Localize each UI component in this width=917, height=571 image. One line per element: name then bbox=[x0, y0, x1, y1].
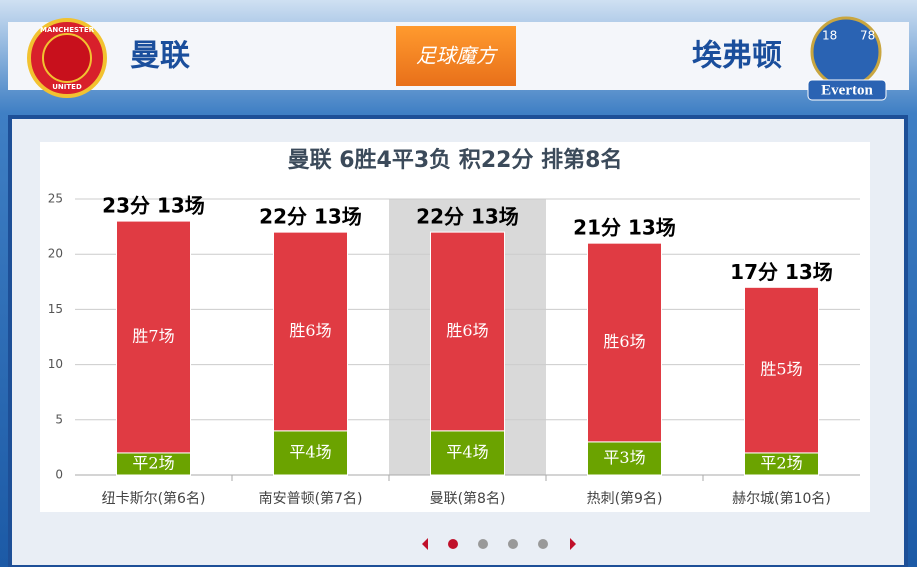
page-dot[interactable] bbox=[508, 539, 518, 549]
brand-logo bbox=[396, 26, 516, 86]
segment-label: 胜5场 bbox=[760, 360, 802, 379]
home-logo-text: MANCHESTER bbox=[40, 26, 95, 34]
total-label: 17分 13场 bbox=[730, 260, 833, 284]
segment-label: 胜6场 bbox=[446, 321, 488, 340]
total-label: 22分 13场 bbox=[416, 205, 519, 229]
segment-label: 平4场 bbox=[446, 442, 488, 461]
page-dot[interactable] bbox=[448, 539, 458, 549]
bar-segment bbox=[273, 430, 348, 476]
home-logo-text: UNITED bbox=[52, 83, 82, 91]
bar-segment bbox=[587, 242, 662, 443]
x-tick-label: 曼联(第8名) bbox=[430, 490, 506, 507]
away-logo-text: 78 bbox=[860, 29, 875, 43]
home-logo-inner bbox=[42, 33, 92, 83]
away-logo-text: 18 bbox=[822, 29, 837, 43]
total-label: 23分 13场 bbox=[102, 194, 205, 218]
segment-label: 平4场 bbox=[289, 442, 331, 461]
bar-segment bbox=[116, 220, 191, 454]
x-tick-label: 赫尔城(第10名) bbox=[732, 490, 831, 507]
bar-segment bbox=[587, 441, 662, 476]
away-logo-banner bbox=[807, 79, 887, 101]
next-arrow[interactable] bbox=[570, 538, 576, 550]
y-tick-label: 5 bbox=[55, 412, 63, 426]
away-team: 埃弗顿 bbox=[692, 39, 782, 74]
segment-label: 平2场 bbox=[132, 453, 174, 472]
brand-text: 足球魔方 bbox=[416, 44, 499, 68]
bar-segment bbox=[430, 430, 505, 476]
y-tick-label: 15 bbox=[48, 302, 63, 316]
home-team: 曼联 bbox=[130, 39, 190, 74]
away-logo-text: Everton bbox=[821, 82, 873, 98]
x-tick-label: 南安普顿(第7名) bbox=[259, 490, 363, 507]
segment-label: 平3场 bbox=[603, 448, 645, 467]
page-dot[interactable] bbox=[538, 539, 548, 549]
segment-label: 胜6场 bbox=[603, 332, 645, 351]
page-dot[interactable] bbox=[478, 539, 488, 549]
bar-segment bbox=[273, 231, 348, 432]
segment-label: 胜6场 bbox=[289, 321, 331, 340]
total-label: 22分 13场 bbox=[259, 205, 362, 229]
prev-arrow[interactable] bbox=[422, 538, 428, 550]
segment-label: 平2场 bbox=[760, 453, 802, 472]
total-label: 21分 13场 bbox=[573, 216, 676, 240]
bar-segment bbox=[744, 286, 819, 454]
y-tick-label: 20 bbox=[48, 247, 63, 261]
y-tick-label: 0 bbox=[55, 468, 63, 482]
y-tick-label: 10 bbox=[48, 357, 63, 371]
chart-title: 曼联 6胜4平3负 积22分 排第8名 bbox=[288, 147, 623, 173]
y-tick-label: 25 bbox=[48, 192, 63, 206]
x-tick-label: 热刺(第9名) bbox=[587, 490, 663, 507]
bar-segment bbox=[430, 231, 505, 432]
segment-label: 胜7场 bbox=[132, 327, 174, 346]
x-tick-label: 纽卡斯尔(第6名) bbox=[102, 490, 206, 507]
